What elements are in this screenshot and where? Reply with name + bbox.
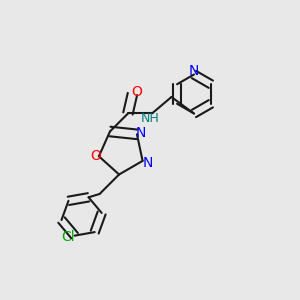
- Text: NH: NH: [141, 112, 160, 125]
- Text: O: O: [90, 149, 101, 163]
- Text: N: N: [143, 156, 153, 170]
- Text: O: O: [131, 85, 142, 100]
- Text: Cl: Cl: [61, 230, 75, 244]
- Text: N: N: [135, 126, 146, 140]
- Text: N: N: [189, 64, 199, 78]
